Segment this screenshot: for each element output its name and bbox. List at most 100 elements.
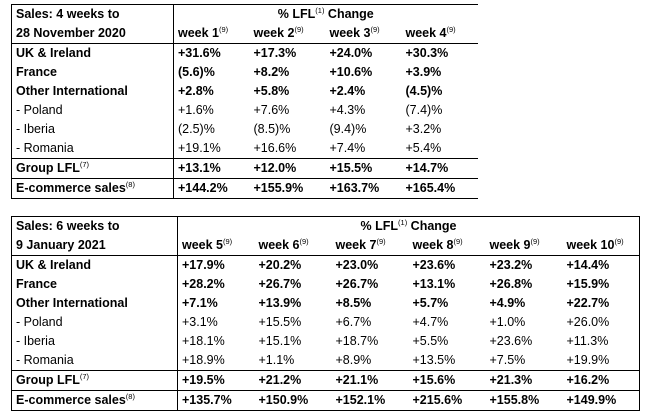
table-cell: +23.6% bbox=[408, 255, 486, 275]
table-header-row: 28 November 2020 week 1(9) week 2(9) wee… bbox=[11, 24, 478, 44]
row-label: UK & Ireland bbox=[11, 255, 178, 275]
row-label: - Romania bbox=[11, 351, 178, 371]
row-label: - Poland bbox=[11, 313, 178, 332]
table-cell: +5.5% bbox=[412, 334, 449, 348]
table-cell: +3.9% bbox=[405, 65, 442, 79]
table-cell: +22.7% bbox=[562, 294, 641, 313]
table-header-row: Sales: 4 weeks to % LFL(1) Change bbox=[11, 4, 478, 24]
table-cell: +1.0% bbox=[489, 315, 526, 329]
row-label: - Romania bbox=[11, 139, 174, 159]
table-header-row: Sales: 6 weeks to % LFL(1) Change bbox=[11, 216, 641, 236]
sales-6-weeks-table: Sales: 6 weeks to % LFL(1) Change 9 Janu… bbox=[11, 216, 641, 411]
sales-4-weeks-table: Sales: 4 weeks to % LFL(1) Change 28 Nov… bbox=[11, 4, 478, 199]
table-cell: +15.5% bbox=[258, 315, 302, 329]
table-cell: (8.5)% bbox=[253, 122, 291, 136]
table-cell: (2.5)% bbox=[173, 120, 250, 139]
table-cell: +149.9% bbox=[562, 390, 641, 411]
row-label: Other International bbox=[11, 82, 174, 101]
table-cell: (7.4)% bbox=[405, 103, 443, 117]
table-cell: +13.9% bbox=[258, 296, 302, 310]
table-cell: +2.8% bbox=[173, 82, 250, 101]
table-row: UK & Ireland +17.9% +20.2% +23.0% +23.6%… bbox=[11, 255, 641, 275]
table-cell: +11.3% bbox=[562, 332, 641, 351]
table-cell: +12.0% bbox=[249, 158, 326, 179]
table-cell: +26.0% bbox=[562, 313, 641, 332]
row-label: E-commerce sales(8) bbox=[11, 178, 174, 199]
table-cell: +15.9% bbox=[562, 275, 641, 294]
table-cell: +5.8% bbox=[253, 84, 290, 98]
table-cell: +23.6% bbox=[489, 334, 533, 348]
table-cell: +31.6% bbox=[173, 43, 250, 63]
table-cell: +21.2% bbox=[254, 370, 332, 391]
week-header: week 3(9) bbox=[325, 24, 402, 44]
week-header: week 1(9) bbox=[173, 24, 250, 44]
week-header: week 5(9) bbox=[177, 236, 255, 256]
table-cell: +8.2% bbox=[253, 65, 290, 79]
row-label: Other International bbox=[11, 294, 178, 313]
table-row: Other International +2.8% +5.8% +2.4% (4… bbox=[11, 82, 478, 101]
table-cell: +28.2% bbox=[177, 275, 255, 294]
table-row: E-commerce sales(8) +144.2% +155.9% +163… bbox=[11, 178, 478, 199]
table-cell: (9.4)% bbox=[329, 122, 367, 136]
table-cell: +8.9% bbox=[331, 351, 409, 371]
table-row: - Romania +19.1% +16.6% +7.4% +5.4% bbox=[11, 139, 478, 159]
table-cell: +3.2% bbox=[405, 122, 442, 136]
table-row: - Poland +1.6% +7.6% +4.3% (7.4)% bbox=[11, 101, 478, 120]
table-cell: +14.4% bbox=[562, 255, 641, 275]
table-row: - Romania +18.9% +1.1% +8.9% +13.5% +7.5… bbox=[11, 351, 641, 371]
table-cell: +18.1% bbox=[177, 332, 255, 351]
table-title: 28 November 2020 bbox=[11, 24, 174, 44]
row-label: - Iberia bbox=[11, 120, 174, 139]
week-header: week 6(9) bbox=[254, 236, 332, 256]
week-header: week 10(9) bbox=[562, 236, 641, 256]
table-cell: +15.1% bbox=[258, 334, 302, 348]
table-row: Group LFL(7) +13.1% +12.0% +15.5% +14.7% bbox=[11, 158, 478, 179]
table-cell: +5.7% bbox=[412, 296, 449, 310]
table-cell: +4.7% bbox=[412, 315, 449, 329]
table-cell: +19.1% bbox=[173, 139, 250, 159]
week-header: week 4(9) bbox=[401, 24, 478, 44]
table-cell: +215.6% bbox=[408, 390, 486, 411]
table-cell: +21.1% bbox=[331, 370, 409, 391]
table-row: France +28.2% +26.7% +26.7% +13.1% +26.8… bbox=[11, 275, 641, 294]
table-cell: +15.6% bbox=[408, 370, 486, 391]
row-label: - Poland bbox=[11, 101, 174, 120]
table-cell: +7.5% bbox=[485, 351, 563, 371]
table-cell: +4.3% bbox=[329, 103, 366, 117]
row-label: Group LFL(7) bbox=[11, 370, 178, 391]
table-header-row: 9 January 2021 week 5(9) week 6(9) week … bbox=[11, 236, 641, 256]
table-row: - Poland +3.1% +15.5% +6.7% +4.7% +1.0% … bbox=[11, 313, 641, 332]
table-cell: +152.1% bbox=[331, 390, 409, 411]
table-cell: +13.1% bbox=[173, 158, 250, 179]
lfl-change-header: % LFL(1) Change bbox=[176, 216, 641, 236]
table-cell: +7.4% bbox=[325, 139, 402, 159]
table-row: - Iberia (2.5)% (8.5)% (9.4)% +3.2% bbox=[11, 120, 478, 139]
table-row: Group LFL(7) +19.5% +21.2% +21.1% +15.6%… bbox=[11, 370, 641, 391]
table-cell: +21.3% bbox=[485, 370, 563, 391]
table-row: Other International +7.1% +13.9% +8.5% +… bbox=[11, 294, 641, 313]
table-cell: +1.6% bbox=[173, 101, 250, 120]
table-cell: +7.1% bbox=[177, 294, 255, 313]
table-cell: +16.2% bbox=[562, 370, 641, 391]
table-cell: +24.0% bbox=[325, 43, 402, 63]
table-cell: +13.5% bbox=[408, 351, 486, 371]
table-cell: +155.8% bbox=[485, 390, 563, 411]
table-cell: +15.5% bbox=[325, 158, 402, 179]
table-cell: +13.1% bbox=[412, 277, 456, 291]
table-cell: +4.9% bbox=[489, 296, 526, 310]
lfl-change-header: % LFL(1) Change bbox=[172, 4, 478, 24]
table-cell: +5.4% bbox=[401, 139, 478, 159]
table-title: Sales: 6 weeks to bbox=[11, 216, 178, 236]
week-header: week 2(9) bbox=[249, 24, 326, 44]
week-header: week 7(9) bbox=[331, 236, 409, 256]
table-cell: +155.9% bbox=[249, 178, 326, 199]
row-label: UK & Ireland bbox=[11, 43, 174, 63]
table-cell: +1.1% bbox=[254, 351, 332, 371]
table-cell: +144.2% bbox=[173, 178, 250, 199]
table-cell: +17.3% bbox=[249, 43, 326, 63]
table-row: E-commerce sales(8) +135.7% +150.9% +152… bbox=[11, 390, 641, 411]
table-cell: +26.8% bbox=[489, 277, 533, 291]
table-row: - Iberia +18.1% +15.1% +18.7% +5.5% +23.… bbox=[11, 332, 641, 351]
row-label: Group LFL(7) bbox=[11, 158, 174, 179]
table-cell: +18.7% bbox=[335, 334, 379, 348]
